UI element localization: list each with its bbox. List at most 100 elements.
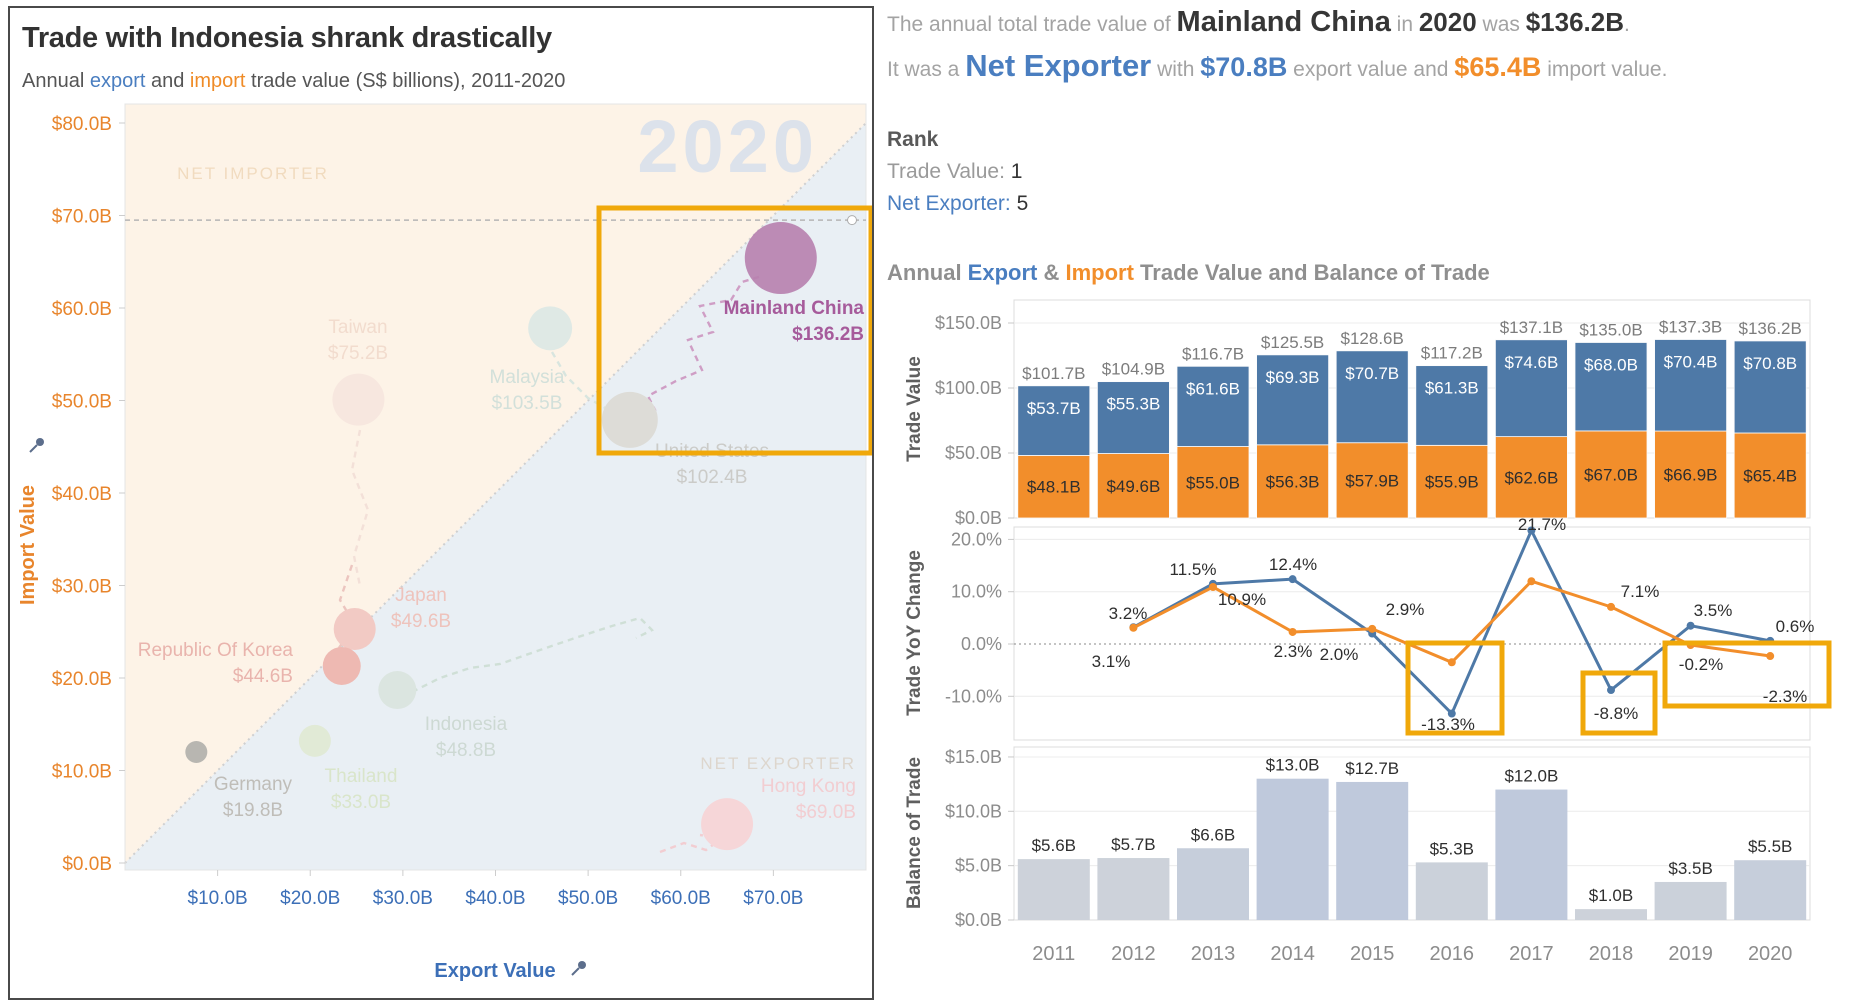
highlight-box-yoy <box>1405 640 1505 736</box>
highlight-box-yoy <box>1662 640 1832 709</box>
bubble-value-malaysia: $103.5B <box>492 393 563 414</box>
yoy-point-import-yoy-2018[interactable] <box>1607 602 1615 611</box>
pin-icon[interactable] <box>571 961 586 976</box>
import-label-2011: $48.1B <box>1027 478 1081 497</box>
export-bar-2016[interactable] <box>1415 365 1489 446</box>
balance-bar-2018[interactable] <box>1575 909 1647 920</box>
text-part: & <box>1037 260 1066 285</box>
zone-label: NET EXPORTER <box>700 754 856 773</box>
y-tick-label: $70.0B <box>52 207 112 228</box>
axis-title-balance-of-trade: Balance of Trade <box>904 757 925 909</box>
balance-bar-2015[interactable] <box>1336 781 1409 920</box>
import-bar-2019[interactable] <box>1654 430 1727 519</box>
balance-label-2011: $5.6B <box>1032 836 1076 855</box>
bubble-label-hong-kong: Hong Kong <box>761 776 856 797</box>
text-part: Annual <box>22 70 90 92</box>
import-bar-2017[interactable] <box>1495 436 1568 519</box>
rank-label: Net Exporter: <box>887 192 1011 215</box>
yoy-point-export-yoy-2016[interactable] <box>1447 709 1456 718</box>
y-tick-label: $60.0B <box>52 299 112 320</box>
bubble-label-japan: Japan <box>395 585 447 606</box>
yoy-point-import-yoy-2013[interactable] <box>1209 582 1217 591</box>
yoy-point-import-yoy-2014[interactable] <box>1288 627 1297 636</box>
scatter-bubble-hong-kong[interactable] <box>701 798 754 851</box>
yoy-point-import-yoy-2016[interactable] <box>1447 658 1456 667</box>
trade-charts: $150.0B $100.0B $50.0B $0.0B Trade Value 20.0… <box>904 299 1832 965</box>
bubble-value-mainland-china: $136.2B <box>792 324 864 345</box>
balance-label-2016: $5.3B <box>1430 839 1474 858</box>
balance-bar-2020[interactable] <box>1734 860 1807 920</box>
text-part: was <box>1476 13 1526 36</box>
scatter-bubble-mainland-china[interactable] <box>744 222 817 295</box>
reference-line-pin-icon[interactable] <box>847 215 857 226</box>
rank-title: Rank <box>887 128 939 151</box>
yoy-point-import-yoy-2020[interactable] <box>1766 652 1775 661</box>
yoy-point-export-yoy-2017[interactable] <box>1527 526 1536 535</box>
balance-bar-2011[interactable] <box>1017 859 1090 920</box>
scatter-bubble-japan[interactable] <box>333 607 376 650</box>
import-label-2017: $62.6B <box>1504 468 1558 487</box>
yoy-label-2012: 3.1% <box>1092 652 1131 671</box>
yoy-point-export-yoy-2018[interactable] <box>1607 686 1615 695</box>
yoy-label-2013: 10.9% <box>1218 590 1266 609</box>
export-label-2013: $61.6B <box>1186 379 1240 398</box>
yoy-point-export-yoy-2014[interactable] <box>1288 575 1297 584</box>
yoy-point-export-yoy-2019[interactable] <box>1686 621 1695 630</box>
balance-bar-2013[interactable] <box>1177 848 1249 920</box>
net-exporter-zone <box>125 123 866 870</box>
balance-bar-2017[interactable] <box>1495 789 1568 920</box>
x-tick-label: $70.0B <box>743 888 803 909</box>
balance-bar-2016[interactable] <box>1415 862 1488 920</box>
yoy-point-import-yoy-2012[interactable] <box>1129 623 1138 632</box>
yoy-point-import-yoy-2015[interactable] <box>1368 624 1377 633</box>
yoy-label-2018: 7.1% <box>1621 582 1660 601</box>
scatter-bubble-republic-of-korea[interactable] <box>322 646 361 685</box>
import-bar-2020[interactable] <box>1733 432 1807 519</box>
yoy-label-2017: 21.7% <box>1518 515 1566 534</box>
export-bar-2018[interactable] <box>1574 342 1648 432</box>
balance-label-2017: $12.0B <box>1504 767 1558 786</box>
export-bar-2017[interactable] <box>1495 339 1568 438</box>
export-bar-2014[interactable] <box>1256 354 1330 446</box>
export-bar-2020[interactable] <box>1733 340 1807 434</box>
yoy-label-2016: -13.3% <box>1421 715 1475 734</box>
export-bar-2013[interactable] <box>1176 365 1250 447</box>
balance-bar-2012[interactable] <box>1097 858 1170 920</box>
x-tick-label: $20.0B <box>280 888 340 909</box>
balance-bar-2014[interactable] <box>1256 778 1329 920</box>
import-bar-2011[interactable] <box>1017 455 1091 519</box>
scatter-bubble-germany[interactable] <box>185 741 208 763</box>
bubble-label-germany: Germany <box>214 774 293 795</box>
year-label-2020: 2020 <box>1748 943 1793 965</box>
import-bar-2016[interactable] <box>1415 444 1489 519</box>
balance-bar-2019[interactable] <box>1654 881 1727 920</box>
export-bar-2012[interactable] <box>1096 381 1170 454</box>
scatter-bubble-thailand[interactable] <box>298 724 331 757</box>
headline-line2: It was a Net Exporter with $70.8B export… <box>887 48 1667 84</box>
text-part: $70.8B <box>1200 52 1288 82</box>
export-bar-2015[interactable] <box>1335 350 1409 444</box>
bubble-value-thailand: $33.0B <box>331 792 391 813</box>
bubble-value-republic-of-korea: $44.6B <box>233 666 293 687</box>
scatter-bubble-united-states[interactable] <box>601 391 658 448</box>
import-label-2013: $55.0B <box>1186 473 1240 492</box>
pin-icon[interactable] <box>29 438 44 453</box>
y-tick-label: $50.0B <box>52 392 112 413</box>
export-label-2017: $74.6B <box>1504 353 1558 372</box>
scatter-bubble-malaysia[interactable] <box>528 306 573 351</box>
import-bar-2018[interactable] <box>1574 430 1648 519</box>
text-part: Net Exporter <box>965 48 1152 83</box>
bubble-value-germany: $19.8B <box>223 800 283 821</box>
rank-row-trade-value: Trade Value: 1 <box>887 156 1028 188</box>
balance-label-2015: $12.7B <box>1345 759 1399 778</box>
export-bar-2011[interactable] <box>1017 385 1091 456</box>
text-part: export <box>89 70 146 92</box>
scatter-bubble-taiwan[interactable] <box>332 373 385 426</box>
balance-label-2014: $13.0B <box>1266 756 1320 775</box>
import-bar-2014[interactable] <box>1256 444 1330 519</box>
x-tick-label: $30.0B <box>373 888 433 909</box>
scatter-bubble-indonesia[interactable] <box>378 671 417 710</box>
yoy-point-import-yoy-2017[interactable] <box>1527 577 1536 586</box>
text-part: The annual total trade value of <box>887 13 1177 36</box>
export-bar-2019[interactable] <box>1654 339 1727 432</box>
